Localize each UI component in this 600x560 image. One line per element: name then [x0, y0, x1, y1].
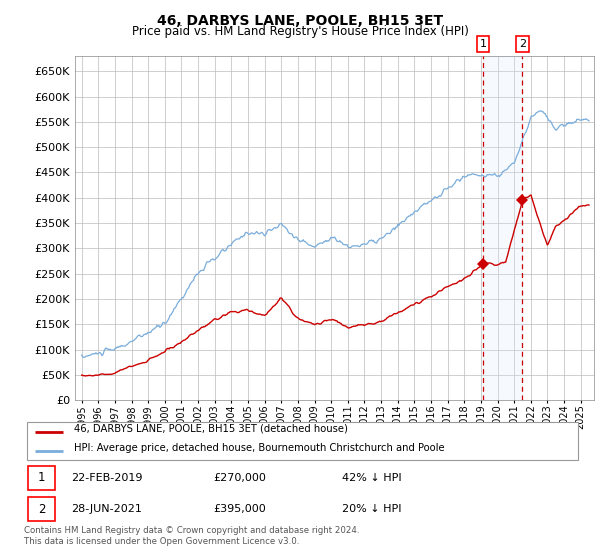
Text: Price paid vs. HM Land Registry's House Price Index (HPI): Price paid vs. HM Land Registry's House … [131, 25, 469, 38]
Text: 22-FEB-2019: 22-FEB-2019 [71, 473, 143, 483]
Text: 20% ↓ HPI: 20% ↓ HPI [342, 504, 401, 514]
Text: 1: 1 [479, 39, 487, 49]
Text: 1: 1 [38, 471, 46, 484]
Text: 42% ↓ HPI: 42% ↓ HPI [342, 473, 401, 483]
Text: 46, DARBYS LANE, POOLE, BH15 3ET: 46, DARBYS LANE, POOLE, BH15 3ET [157, 14, 443, 28]
Text: £270,000: £270,000 [214, 473, 266, 483]
Text: 2: 2 [519, 39, 526, 49]
Text: 2: 2 [38, 502, 46, 516]
Text: £395,000: £395,000 [214, 504, 266, 514]
FancyBboxPatch shape [27, 422, 578, 460]
Bar [28, 497, 55, 521]
Text: 28-JUN-2021: 28-JUN-2021 [71, 504, 142, 514]
Text: Contains HM Land Registry data © Crown copyright and database right 2024.
This d: Contains HM Land Registry data © Crown c… [24, 526, 359, 546]
Text: 46, DARBYS LANE, POOLE, BH15 3ET (detached house): 46, DARBYS LANE, POOLE, BH15 3ET (detach… [74, 423, 348, 433]
Bar [483, 56, 523, 400]
Text: HPI: Average price, detached house, Bournemouth Christchurch and Poole: HPI: Average price, detached house, Bour… [74, 443, 445, 452]
Bar [28, 465, 55, 490]
